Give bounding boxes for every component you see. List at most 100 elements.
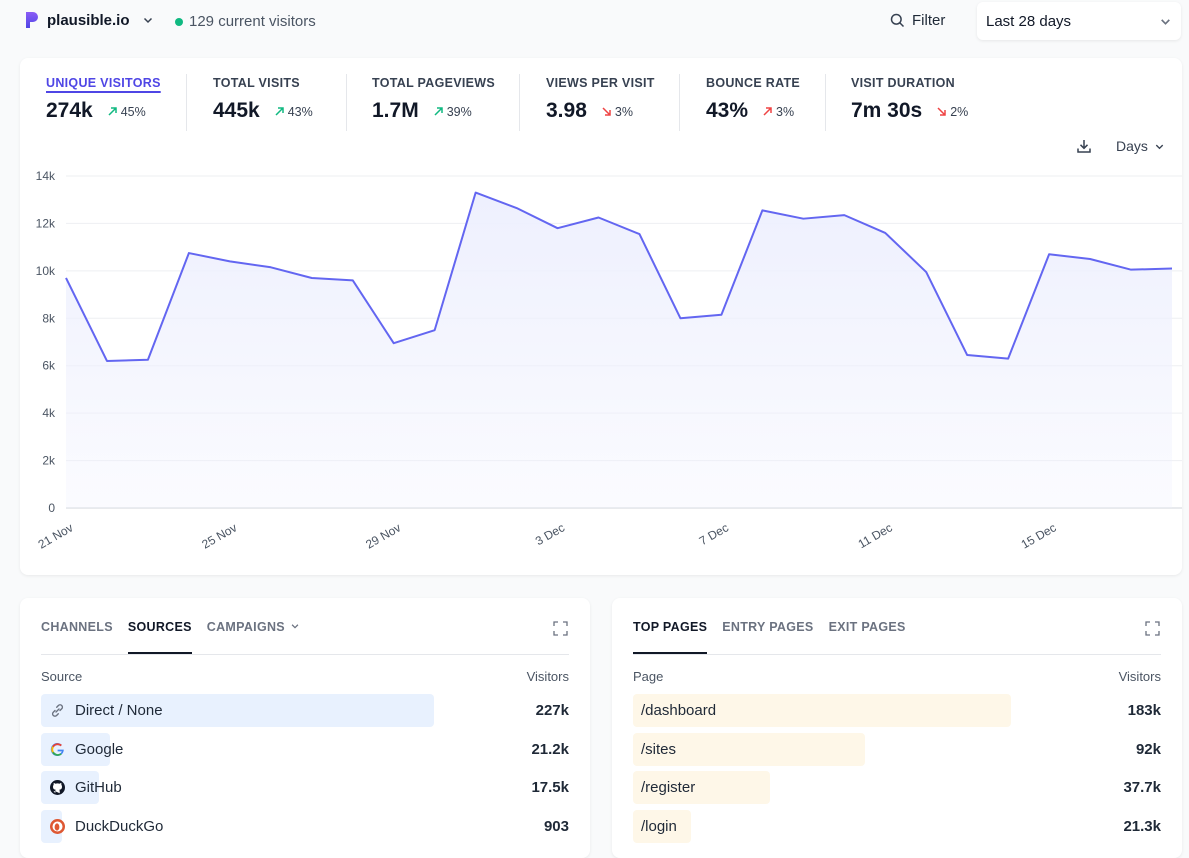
stat-visit-duration[interactable]: Visit duration 7m 30s 2% (851, 76, 968, 123)
stat-label: Bounce rate (706, 76, 801, 90)
data-point[interactable] (879, 227, 891, 239)
chart-tools: Days (1076, 138, 1165, 154)
data-point[interactable] (961, 349, 973, 361)
link-icon (51, 704, 64, 717)
data-point[interactable] (838, 209, 850, 221)
tab-campaigns[interactable]: CAMPAIGNS (207, 620, 300, 654)
duckduckgo-icon (50, 819, 65, 834)
stat-value-row: 7m 30s 2% (851, 99, 968, 123)
stat-label: Unique visitors (46, 76, 161, 90)
site-switcher[interactable]: plausible.io (25, 11, 154, 29)
tab-label: SOURCES (127, 620, 192, 634)
expand-icon[interactable] (553, 621, 568, 636)
data-point[interactable] (265, 261, 277, 273)
list-item[interactable]: /register 37.7k (633, 771, 1161, 804)
stat-value-row: 274k 45% (46, 99, 161, 123)
data-point[interactable] (101, 355, 113, 367)
stat-change: 45% (107, 105, 146, 119)
data-point[interactable] (552, 222, 564, 234)
data-point[interactable] (224, 255, 236, 267)
stat-total-pageviews[interactable]: Total pageviews 1.7M 39% (372, 76, 495, 123)
data-point[interactable] (920, 266, 932, 278)
data-point[interactable] (142, 354, 154, 366)
data-point[interactable] (60, 272, 72, 284)
list-item[interactable]: DuckDuckGo 903 (41, 810, 569, 843)
chart-area (66, 192, 1172, 508)
stat-value-row: 445k 43% (213, 99, 313, 123)
tab-sources[interactable]: SOURCES (127, 620, 192, 654)
data-point[interactable] (347, 274, 359, 286)
arrow-up-right-icon (434, 107, 443, 116)
row-value: 17.5k (531, 779, 569, 796)
data-point[interactable] (306, 272, 318, 284)
tab-label: CHANNELS (41, 620, 113, 634)
current-visitors[interactable]: 129 current visitors (175, 13, 316, 30)
tab-divider (41, 654, 569, 655)
visitors-chart[interactable]: 0 2k 4k 6k 8k 10k 12k 14k 21 Nov 25 Nov 29 Nov 3 De… (20, 58, 1182, 575)
stat-divider (825, 74, 826, 131)
x-tick-label: 7 Dec (697, 520, 731, 548)
data-point[interactable] (470, 187, 482, 199)
column-header-source: Source (41, 669, 83, 684)
stat-value-row: 1.7M 39% (372, 99, 495, 123)
data-point[interactable] (429, 324, 441, 336)
data-point[interactable] (633, 228, 645, 240)
row-label: Google (49, 733, 123, 766)
tab-exit-pages[interactable]: EXIT PAGES (829, 620, 906, 654)
list-item[interactable]: Google 21.2k (41, 733, 569, 766)
google-icon (50, 742, 64, 756)
download-icon[interactable] (1076, 138, 1092, 154)
stat-divider (519, 74, 520, 131)
stat-change: 39% (433, 105, 472, 119)
x-tick-label: 29 Nov (363, 520, 403, 551)
interval-picker[interactable]: Days (1116, 138, 1165, 154)
tab-entry-pages[interactable]: ENTRY PAGES (722, 620, 813, 654)
data-point[interactable] (1125, 264, 1137, 276)
list-item[interactable]: /login 21.3k (633, 810, 1161, 843)
data-point[interactable] (674, 312, 686, 324)
period-picker[interactable]: Last 28 days (977, 2, 1181, 40)
stat-value: 445k (213, 99, 260, 122)
row-label-text: Direct / None (75, 702, 163, 719)
data-point[interactable] (756, 204, 768, 216)
tab-channels[interactable]: CHANNELS (41, 620, 113, 654)
row-label: DuckDuckGo (49, 810, 163, 843)
data-point[interactable] (1166, 262, 1178, 274)
data-point[interactable] (388, 337, 400, 349)
stat-change: 3% (601, 105, 633, 119)
data-point[interactable] (183, 247, 195, 259)
filter-button[interactable]: Filter (890, 12, 945, 29)
list-item[interactable]: /dashboard 183k (633, 694, 1161, 727)
stat-change-value: 45% (120, 104, 146, 119)
stat-total-visits[interactable]: Total visits 445k 43% (213, 76, 313, 123)
stat-unique-visitors[interactable]: Unique visitors 274k 45% (46, 76, 161, 123)
list-item[interactable]: /sites 92k (633, 733, 1161, 766)
row-label: /dashboard (641, 694, 716, 727)
data-point[interactable] (1002, 353, 1014, 365)
x-tick-label: 21 Nov (36, 520, 76, 551)
interval-label: Days (1116, 138, 1148, 154)
list-item[interactable]: Direct / None 227k (41, 694, 569, 727)
stat-views-per-visit[interactable]: Views per visit 3.98 3% (546, 76, 655, 123)
share-bar (633, 810, 692, 843)
list-item[interactable]: GitHub 17.5k (41, 771, 569, 804)
tab-top-pages[interactable]: TOP PAGES (633, 620, 708, 654)
y-tick-label: 8k (42, 311, 56, 325)
y-tick-label: 2k (42, 454, 56, 468)
expand-icon[interactable] (1145, 621, 1160, 636)
data-point[interactable] (1084, 253, 1096, 265)
stat-value-row: 3.98 3% (546, 99, 655, 123)
data-point[interactable] (1043, 248, 1055, 260)
stat-bounce-rate[interactable]: Bounce rate 43% 3% (706, 76, 800, 123)
x-tick-label: 11 Dec (856, 520, 895, 551)
stat-value: 1.7M (372, 99, 419, 122)
row-label-text: DuckDuckGo (75, 818, 164, 835)
data-point[interactable] (593, 212, 605, 224)
data-point[interactable] (715, 309, 727, 321)
row-value: 37.7k (1123, 779, 1161, 796)
data-point[interactable] (511, 202, 523, 214)
row-label-text: GitHub (75, 779, 122, 796)
tab-divider (633, 654, 1161, 655)
data-point[interactable] (797, 213, 809, 225)
chevron-down-icon (291, 624, 299, 629)
